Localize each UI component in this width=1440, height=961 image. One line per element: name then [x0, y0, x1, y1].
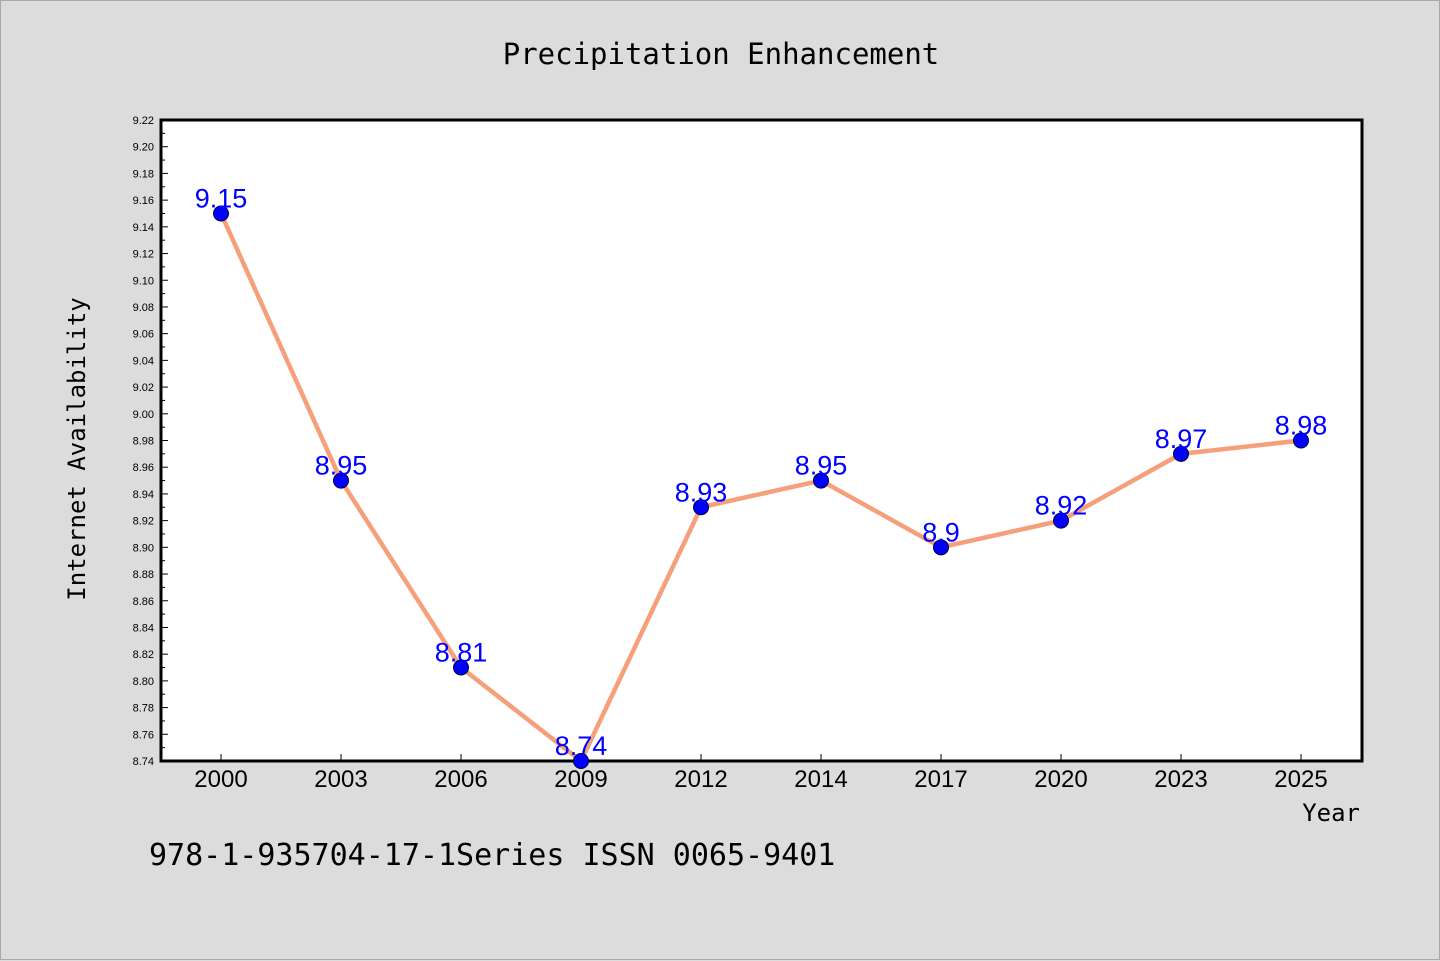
x-axis-label: Year [1302, 799, 1360, 827]
x-tick-label: 2025 [1274, 766, 1327, 793]
y-tick-label: 8.92 [133, 516, 154, 528]
y-tick-label: 9.12 [133, 249, 154, 261]
y-tick-label: 9.22 [133, 115, 154, 127]
y-tick-label: 9.18 [133, 168, 154, 180]
plot-area [159, 118, 1364, 763]
data-point [1053, 512, 1069, 529]
x-axis: 2000 2003 2006 2009 2012 2014 2017 2020 2023 2025 [194, 754, 1328, 793]
data-point [813, 472, 829, 489]
x-tick-label: 2009 [554, 766, 607, 793]
data-label: 8.81 [435, 638, 488, 668]
y-tick-label: 9.02 [133, 382, 154, 394]
y-tick-label: 9.08 [133, 302, 154, 314]
series: 9.15 8.95 8.81 8.74 8.93 8.95 8.9 8.92 8.97 8.98 [195, 183, 1328, 769]
y-tick-label: 9.00 [133, 409, 154, 421]
y-axis: 8.74 8.76 8.78 8.80 8.82 8.84 8.86 8.88 8.90 8.92… [133, 115, 168, 768]
data-label: 8.93 [675, 477, 728, 507]
x-tick-label: 2020 [1034, 766, 1087, 793]
data-label: 8.9 [922, 517, 960, 547]
data-label: 8.97 [1155, 424, 1208, 454]
x-tick-label: 2017 [914, 766, 967, 793]
y-tick-label: 9.20 [133, 142, 154, 154]
data-point [213, 205, 229, 222]
y-tick-label: 9.04 [133, 355, 154, 367]
y-tick-label: 8.88 [133, 569, 154, 581]
y-tick-label: 8.78 [133, 703, 154, 715]
data-point [453, 659, 469, 676]
y-tick-label: 8.98 [133, 436, 154, 448]
y-tick-label: 8.94 [133, 489, 154, 501]
y-tick-label: 9.06 [133, 329, 154, 341]
data-label: 8.95 [795, 451, 848, 481]
x-tick-label: 2003 [314, 766, 367, 793]
x-tick-label: 2014 [794, 766, 847, 793]
data-point [1293, 432, 1309, 449]
data-label: 8.95 [315, 451, 368, 481]
y-tick-label: 8.84 [133, 622, 154, 634]
y-tick-label: 9.14 [133, 222, 154, 234]
x-tick-label: 2000 [194, 766, 247, 793]
y-tick-label: 8.82 [133, 649, 154, 661]
data-point [693, 499, 709, 516]
data-label: 9.15 [195, 183, 248, 213]
data-point [573, 753, 589, 769]
data-point [1173, 445, 1189, 462]
x-tick-label: 2012 [674, 766, 727, 793]
y-tick-label: 8.76 [133, 729, 154, 741]
chart-title: Precipitation Enhancement [503, 37, 940, 71]
series-line [218, 212, 1302, 764]
y-axis-label: Internet Availability [63, 297, 91, 600]
y-tick-label: 8.96 [133, 462, 154, 474]
data-label: 8.74 [555, 731, 608, 761]
y-tick-label: 8.80 [133, 676, 154, 688]
y-tick-label: 8.90 [133, 542, 154, 554]
y-tick-label: 8.74 [133, 756, 154, 768]
data-label: 8.92 [1035, 491, 1088, 521]
x-tick-label: 2023 [1154, 766, 1207, 793]
x-tick-label: 2006 [434, 766, 487, 793]
footer-isbn-issn: 978-1-935704-17-1Series ISSN 0065-9401 [149, 838, 835, 873]
y-tick-label: 9.10 [133, 275, 154, 287]
data-point [933, 539, 949, 556]
data-point [333, 472, 349, 489]
data-label: 8.98 [1275, 411, 1328, 441]
y-tick-label: 9.16 [133, 195, 154, 207]
y-tick-label: 8.86 [133, 596, 154, 608]
